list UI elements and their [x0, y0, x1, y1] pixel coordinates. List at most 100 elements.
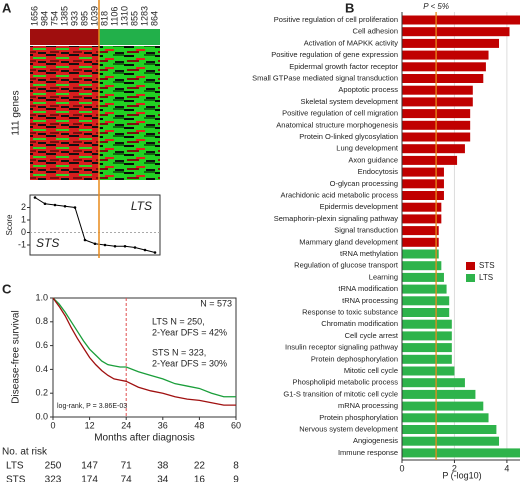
plot-frame	[52, 297, 237, 418]
category-label: Mammary gland development	[299, 237, 399, 246]
bar	[402, 62, 486, 72]
survival-curve	[52, 297, 236, 406]
group-bar	[30, 29, 99, 45]
bar	[402, 354, 452, 364]
category-label: Protein phosphorylation	[319, 413, 398, 422]
risk-count: 323	[45, 475, 62, 482]
bar	[402, 214, 442, 224]
category-label: Regulation of glucose transport	[294, 261, 399, 270]
category-label: Cell cycle arrest	[345, 331, 399, 340]
y-tick-label: -1	[18, 239, 26, 249]
score-point	[43, 202, 47, 206]
risk-title: No. at risk	[2, 447, 48, 458]
y-tick-label: 0.4	[35, 364, 48, 374]
category-label: Anatomical structure morphogenesis	[276, 120, 398, 129]
x-tick-label: 60	[231, 420, 241, 430]
sample-label: 1039	[89, 6, 99, 26]
risk-count: 71	[121, 461, 133, 472]
bar	[402, 191, 444, 200]
bar	[402, 296, 450, 306]
risk-count: 8	[233, 461, 239, 472]
risk-count: 34	[157, 475, 169, 482]
bar	[402, 144, 465, 154]
category-label: Response to toxic substance	[302, 307, 398, 316]
y-tick-label: 1	[21, 214, 26, 224]
y-tick-label: 0.8	[35, 316, 48, 326]
annotation: LTS N = 250,	[152, 316, 205, 326]
category-label: Protein O-linked glycosylation	[299, 132, 398, 141]
risk-count: 147	[81, 461, 98, 472]
sample-label: 864	[149, 11, 159, 26]
category-label: Positive regulation of gene expression	[271, 50, 398, 59]
legend-swatch	[466, 262, 475, 270]
x-axis-label: P (-log10)	[442, 470, 481, 480]
annotation: LTS	[131, 199, 152, 213]
bar	[402, 425, 497, 434]
bar	[402, 261, 442, 271]
sample-label: 933	[69, 11, 79, 26]
bar	[402, 389, 476, 399]
category-label: Angiogenesis	[353, 436, 398, 445]
category-label: Epidermis development	[320, 202, 399, 211]
group-bar	[99, 29, 160, 45]
risk-count: 74	[121, 475, 133, 482]
panel-label: A	[2, 0, 12, 15]
bar	[402, 378, 465, 388]
annotation: N = 573	[200, 298, 232, 308]
category-label: Semaphorin-plexin signaling pathway	[274, 214, 398, 223]
sample-label: 818	[99, 11, 109, 26]
sample-label: 1385	[59, 6, 69, 26]
bar	[402, 179, 444, 189]
category-label: Activation of MAPKK activity	[304, 38, 398, 47]
x-tick-label: 36	[158, 420, 168, 430]
category-label: tRNA modification	[338, 284, 398, 293]
bar	[402, 249, 439, 259]
x-tick-label: 0	[399, 463, 404, 473]
risk-count: 250	[45, 461, 62, 472]
y-tick-label: 0	[21, 227, 26, 237]
bar	[402, 38, 500, 48]
sample-label: 754	[49, 11, 59, 26]
category-label: Nervous system development	[299, 424, 399, 433]
heatmap-label: 111 genes	[11, 90, 22, 135]
score-point	[33, 196, 37, 199]
category-label: G1-S transition of mitotic cell cycle	[283, 389, 398, 398]
x-tick-label: 12	[85, 420, 95, 430]
bar	[402, 343, 452, 353]
category-label: Phospholipid metabolic process	[293, 378, 399, 387]
risk-row-label: STS	[6, 475, 26, 482]
threshold-label: P < 5%	[423, 2, 449, 11]
category-label: Chromatin modification	[321, 319, 398, 328]
bar	[402, 284, 447, 294]
x-tick-label: 0	[50, 420, 55, 430]
bar	[402, 448, 520, 458]
score-point	[53, 203, 57, 207]
plot-frame	[29, 194, 161, 256]
bar	[402, 272, 444, 282]
risk-count: 22	[194, 461, 206, 472]
y-tick-label: 0.0	[35, 411, 48, 421]
score-point	[63, 204, 67, 208]
category-label: Epidermal growth factor receptor	[289, 62, 398, 71]
x-tick-label: 2	[452, 463, 457, 473]
category-label: Arachidonic acid metabolic process	[280, 190, 398, 199]
y-tick-label: 0.2	[35, 388, 48, 398]
category-label: tRNA processing	[342, 296, 398, 305]
risk-count: 38	[157, 461, 169, 472]
bar	[402, 50, 489, 60]
category-label: Small GTPase mediated signal transductio…	[252, 73, 398, 82]
category-label: Positive regulation of cell proliferatio…	[274, 15, 398, 24]
legend-swatch	[466, 274, 475, 282]
y-tick-label: 0.6	[35, 340, 48, 350]
y-axis-label: Disease-free survival	[11, 310, 22, 403]
bar	[402, 413, 489, 423]
annotation: 2-Year DFS = 42%	[152, 327, 227, 337]
category-label: Learning	[369, 272, 398, 281]
bar	[402, 237, 439, 247]
heatmap	[99, 46, 160, 180]
bar	[402, 27, 510, 37]
bar	[402, 202, 442, 212]
risk-count: 9	[233, 475, 239, 482]
category-label: Positive regulation of cell migration	[282, 109, 398, 118]
